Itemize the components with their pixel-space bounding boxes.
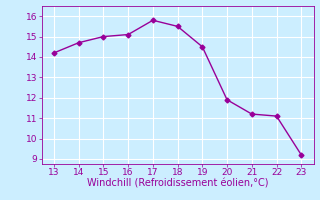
X-axis label: Windchill (Refroidissement éolien,°C): Windchill (Refroidissement éolien,°C) xyxy=(87,179,268,189)
